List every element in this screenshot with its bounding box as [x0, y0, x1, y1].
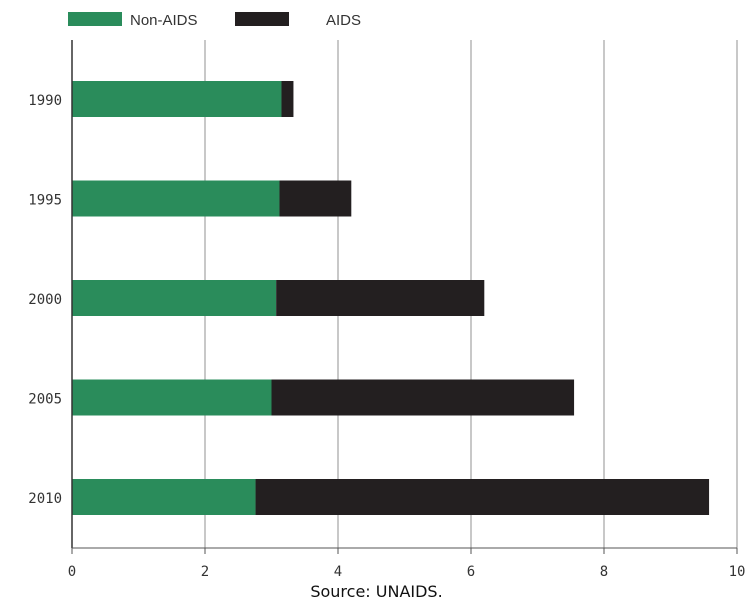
x-tick-label: 6	[467, 564, 475, 580]
legend: Non-AIDS AIDS	[68, 12, 361, 29]
legend-swatch-aids	[235, 12, 289, 26]
y-tick-label: 2000	[28, 292, 62, 308]
bar-segment-non-aids	[72, 81, 282, 117]
y-tick-label: 2005	[28, 392, 62, 408]
y-tick-label: 1990	[28, 93, 62, 109]
bar-segment-aids	[255, 479, 710, 515]
x-tick-label: 2	[201, 564, 209, 580]
source-note: Source: UNAIDS.	[310, 582, 443, 601]
y-tick-label: 1995	[28, 193, 62, 209]
x-tick-label: 4	[334, 564, 342, 580]
x-tick-label: 0	[68, 564, 76, 580]
legend-label-aids: AIDS	[326, 12, 361, 29]
bar-segment-aids	[281, 81, 294, 117]
y-axis: 1990 1995 2000 2005 2010	[28, 93, 62, 507]
bar-segment-aids	[276, 280, 485, 316]
bars	[72, 81, 710, 515]
bar-segment-non-aids	[72, 180, 280, 217]
bar-segment-non-aids	[72, 479, 256, 515]
x-axis: 0 2 4 6 8 10	[68, 40, 746, 580]
legend-label-non-aids: Non-AIDS	[130, 12, 198, 29]
legend-swatch-non-aids	[68, 12, 122, 26]
bar-segment-non-aids	[72, 280, 277, 316]
bar-segment-aids	[271, 379, 575, 416]
x-tick-label: 10	[729, 564, 746, 580]
y-tick-label: 2010	[28, 491, 62, 507]
bar-segment-non-aids	[72, 379, 272, 416]
bar-segment-aids	[279, 180, 352, 217]
x-tick-label: 8	[600, 564, 608, 580]
